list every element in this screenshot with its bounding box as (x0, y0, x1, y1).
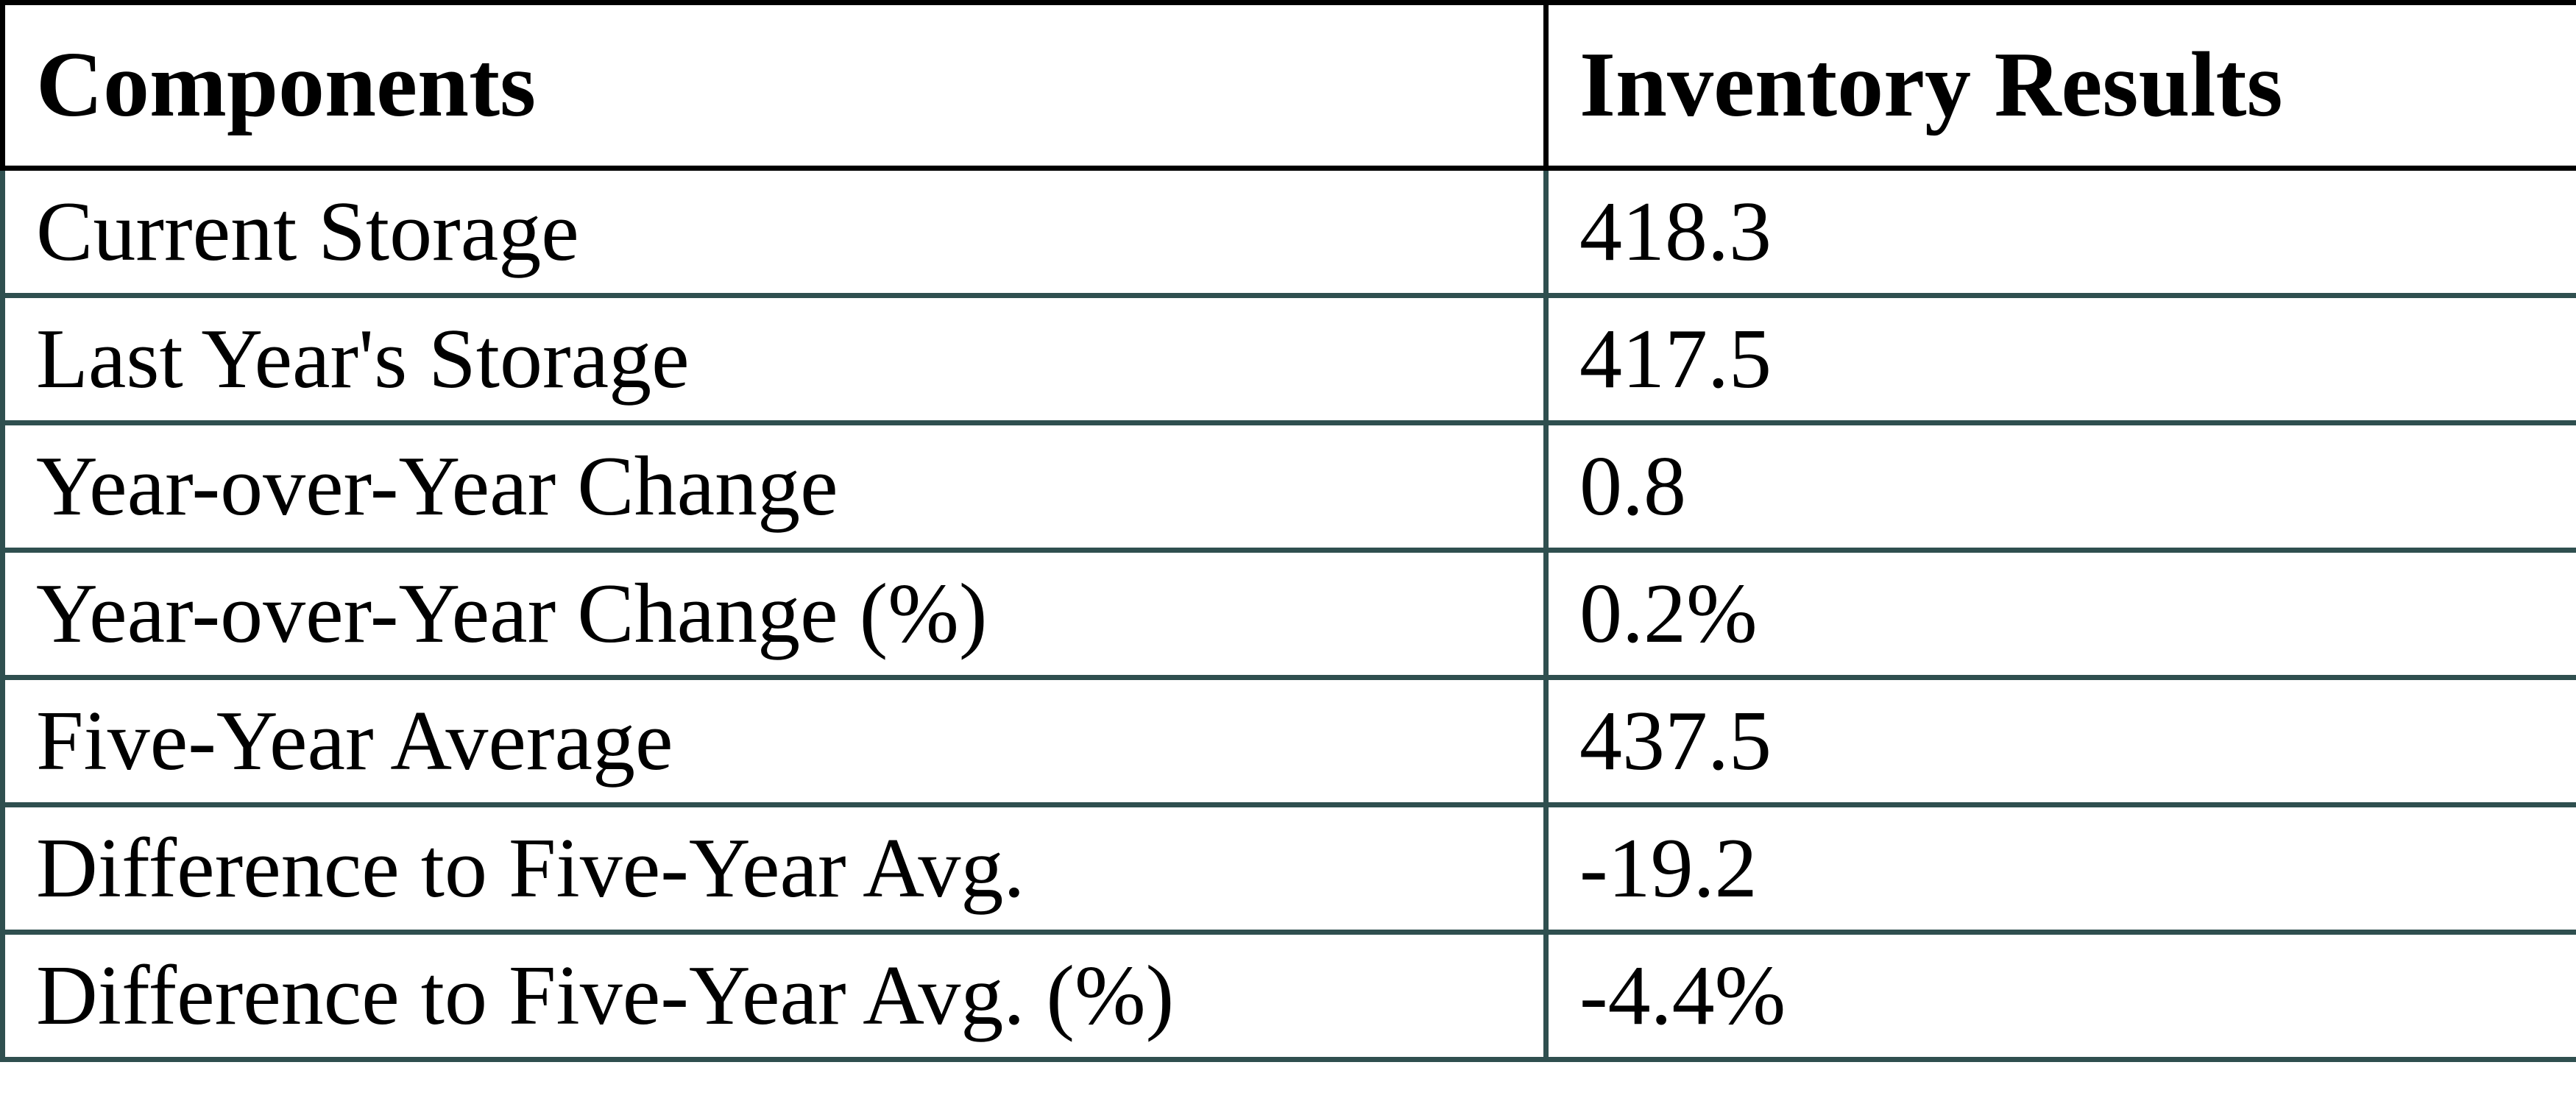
table-row: Difference to Five-Year Avg. (%) -4.4% (0, 930, 2576, 1062)
table-header: Components Inventory Results (0, 0, 2576, 171)
column-header-components: Components (0, 0, 1549, 171)
table-row: Current Storage 418.3 (0, 166, 2576, 298)
table-row: Difference to Five-Year Avg. -19.2 (0, 802, 2576, 935)
table-row: Year-over-Year Change (%) 0.2% (0, 548, 2576, 680)
component-label-cell: Difference to Five-Year Avg. (0, 802, 1549, 935)
component-label-cell: Difference to Five-Year Avg. (%) (0, 930, 1549, 1062)
component-label-cell: Last Year's Storage (0, 293, 1549, 425)
inventory-value-cell: 418.3 (1543, 166, 2576, 298)
inventory-value-cell: -19.2 (1543, 802, 2576, 935)
table-body: Current Storage 418.3 Last Year's Storag… (0, 166, 2576, 1062)
table-row: Year-over-Year Change 0.8 (0, 420, 2576, 553)
table-row: Five-Year Average 437.5 (0, 675, 2576, 807)
header-row: Components Inventory Results (0, 0, 2576, 171)
inventory-value-cell: -4.4% (1543, 930, 2576, 1062)
inventory-results-table: Components Inventory Results Current Sto… (0, 0, 2576, 1062)
inventory-value-cell: 0.2% (1543, 548, 2576, 680)
inventory-value-cell: 437.5 (1543, 675, 2576, 807)
inventory-value-cell: 417.5 (1543, 293, 2576, 425)
component-label-cell: Year-over-Year Change (%) (0, 548, 1549, 680)
inventory-value-cell: 0.8 (1543, 420, 2576, 553)
column-header-inventory-results: Inventory Results (1543, 0, 2576, 171)
component-label-cell: Current Storage (0, 166, 1549, 298)
table-row: Last Year's Storage 417.5 (0, 293, 2576, 425)
component-label-cell: Year-over-Year Change (0, 420, 1549, 553)
component-label-cell: Five-Year Average (0, 675, 1549, 807)
